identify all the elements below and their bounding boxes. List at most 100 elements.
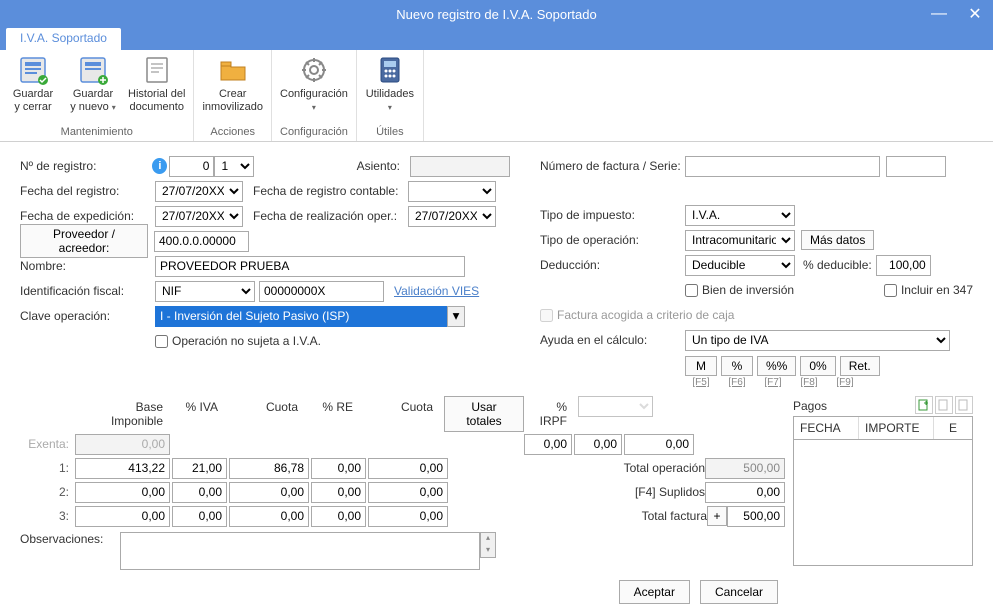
id-fiscal-num[interactable] xyxy=(259,281,384,302)
pagos-title: Pagos xyxy=(793,399,915,413)
usar-totales-button[interactable]: Usar totales xyxy=(444,396,524,432)
ribbon-tab-strip: I.V.A. Soportado xyxy=(0,28,993,50)
asiento-label: Asiento: xyxy=(264,159,410,173)
calc-m-button[interactable]: M xyxy=(685,356,717,376)
obs-scroll-up[interactable]: ▴ xyxy=(481,533,495,545)
ribbon-group-label: Mantenimiento xyxy=(8,124,185,141)
folder-icon xyxy=(217,54,249,86)
id-fiscal-tipo[interactable]: NIF xyxy=(155,281,255,302)
r1-cuota2[interactable] xyxy=(368,458,448,479)
calc-ret-button[interactable]: Ret. xyxy=(840,356,880,376)
bien-inversion-checkbox[interactable]: Bien de inversión xyxy=(685,283,794,297)
calc-hint: [F8] xyxy=(793,377,825,388)
ayuda-calculo[interactable]: Un tipo de IVA xyxy=(685,330,950,351)
irpf-c1[interactable] xyxy=(524,434,572,455)
pagos-delete-icon[interactable] xyxy=(955,396,973,414)
clave-op-dropdown[interactable]: ▾ xyxy=(447,306,465,327)
fecha-registro-label: Fecha del registro: xyxy=(20,184,155,198)
ribbon-group-configuracion: Configuración▾ Configuración xyxy=(272,50,357,141)
total-operacion-label: Total operación xyxy=(585,461,705,475)
ribbon-group-label: Configuración xyxy=(280,124,348,141)
clave-op-label: Clave operación: xyxy=(20,309,155,323)
guardar-nuevo-button[interactable]: Guardary nuevo ▾ xyxy=(68,54,118,124)
total-operacion xyxy=(705,458,785,479)
pagos-edit-icon[interactable] xyxy=(935,396,953,414)
r3-cuota2[interactable] xyxy=(368,506,448,527)
r3-iva[interactable] xyxy=(172,506,227,527)
observaciones-field[interactable] xyxy=(120,532,480,570)
mas-datos-button[interactable]: Más datos xyxy=(801,230,874,250)
r2-iva[interactable] xyxy=(172,482,227,503)
fecha-reg-contable-label: Fecha de registro contable: xyxy=(253,184,408,198)
grid-header-iva: % IVA xyxy=(170,396,225,432)
calc-0pct-button[interactable]: 0% xyxy=(800,356,835,376)
numero-serie-field[interactable] xyxy=(886,156,946,177)
close-button[interactable]: ✕ xyxy=(957,0,993,28)
fecha-registro[interactable]: 27/07/20XX xyxy=(155,181,243,202)
cancelar-button[interactable]: Cancelar xyxy=(700,580,778,604)
r2-cuota[interactable] xyxy=(229,482,309,503)
pagos-col-e[interactable]: E xyxy=(934,417,972,439)
r1-cuota[interactable] xyxy=(229,458,309,479)
r3-re[interactable] xyxy=(311,506,366,527)
ribbon-tab-iva[interactable]: I.V.A. Soportado xyxy=(6,28,121,50)
pagos-col-importe[interactable]: IMPORTE xyxy=(859,417,934,439)
r1-re[interactable] xyxy=(311,458,366,479)
incluir-347-checkbox[interactable]: Incluir en 347 xyxy=(884,283,973,297)
obs-scroll-down[interactable]: ▾ xyxy=(481,545,495,557)
numero-factura-field[interactable] xyxy=(685,156,880,177)
grid-header-cuota: Cuota xyxy=(225,396,305,432)
minimize-button[interactable]: — xyxy=(921,0,957,28)
fecha-expedicion[interactable]: 27/07/20XX xyxy=(155,206,243,227)
nombre-field[interactable] xyxy=(155,256,465,277)
r1-base[interactable] xyxy=(75,458,170,479)
num-registro-label: Nº de registro: xyxy=(20,159,146,173)
aceptar-button[interactable]: Aceptar xyxy=(619,580,690,604)
fecha-realizacion[interactable]: 27/07/20XX xyxy=(408,206,496,227)
calc-pct-button[interactable]: % xyxy=(721,356,753,376)
total-factura[interactable] xyxy=(727,506,785,527)
op-no-sujeta-checkbox[interactable]: Operación no sujeta a I.V.A. xyxy=(155,334,321,348)
ribbon-toolbar: Guardary cerrar Guardary nuevo ▾ Histori… xyxy=(0,50,993,142)
calc-hint: [F9] xyxy=(829,377,861,388)
info-icon[interactable]: i xyxy=(152,158,167,174)
gear-icon xyxy=(298,54,330,86)
r2-cuota2[interactable] xyxy=(368,482,448,503)
ribbon-group-acciones: Crearinmovilizado Acciones xyxy=(194,50,272,141)
pagos-add-icon[interactable] xyxy=(915,396,933,414)
tipo-operacion[interactable]: Intracomunitario xyxy=(685,230,795,251)
r2-re[interactable] xyxy=(311,482,366,503)
irpf-c3[interactable] xyxy=(624,434,694,455)
validacion-vies-link[interactable]: Validación VIES xyxy=(394,284,479,298)
tipo-impuesto[interactable]: I.V.A. xyxy=(685,205,795,226)
historial-button[interactable]: Historial deldocumento xyxy=(128,54,185,124)
irpf-c2[interactable] xyxy=(574,434,622,455)
configuracion-button[interactable]: Configuración▾ xyxy=(280,54,348,124)
deduccion[interactable]: Deducible xyxy=(685,255,795,276)
row-label-3: 3: xyxy=(20,509,75,523)
window-title: Nuevo registro de I.V.A. Soportado xyxy=(0,7,993,22)
calc-pctpct-button[interactable]: %% xyxy=(757,356,796,376)
suplidos[interactable] xyxy=(705,482,785,503)
pagos-col-fecha[interactable]: FECHA xyxy=(794,417,859,439)
tipo-impuesto-label: Tipo de impuesto: xyxy=(540,208,685,222)
fecha-reg-contable[interactable] xyxy=(408,181,496,202)
num-registro-p2[interactable]: 1 xyxy=(214,156,254,177)
r3-base[interactable] xyxy=(75,506,170,527)
num-registro-p1[interactable] xyxy=(169,156,214,177)
r2-base[interactable] xyxy=(75,482,170,503)
deduccion-label: Deducción: xyxy=(540,258,685,272)
r3-cuota[interactable] xyxy=(229,506,309,527)
pct-deducible-field[interactable] xyxy=(876,255,931,276)
utilidades-button[interactable]: Utilidades▾ xyxy=(365,54,415,124)
proveedor-button[interactable]: Proveedor / acreedor: xyxy=(20,224,148,258)
crear-inmovilizado-button[interactable]: Crearinmovilizado xyxy=(202,54,263,124)
clave-operacion-select[interactable]: I - Inversión del Sujeto Pasivo (ISP) xyxy=(155,306,447,327)
proveedor-field[interactable] xyxy=(154,231,249,252)
guardar-cerrar-button[interactable]: Guardary cerrar xyxy=(8,54,58,124)
id-fiscal-label: Identificación fiscal: xyxy=(20,284,155,298)
chevron-down-icon: ▾ xyxy=(388,103,392,112)
total-factura-plus[interactable]: + xyxy=(707,506,727,526)
calc-hint: [F5] xyxy=(685,377,717,388)
r1-iva[interactable] xyxy=(172,458,227,479)
